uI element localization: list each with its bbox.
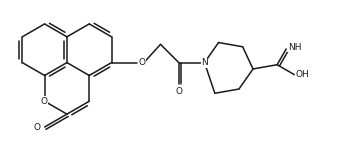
- Text: O: O: [40, 97, 48, 106]
- Text: O: O: [34, 123, 41, 131]
- Text: N: N: [201, 58, 208, 67]
- Text: NH: NH: [288, 43, 301, 52]
- Text: O: O: [139, 58, 146, 67]
- Text: O: O: [175, 87, 182, 96]
- Text: OH: OH: [296, 70, 310, 79]
